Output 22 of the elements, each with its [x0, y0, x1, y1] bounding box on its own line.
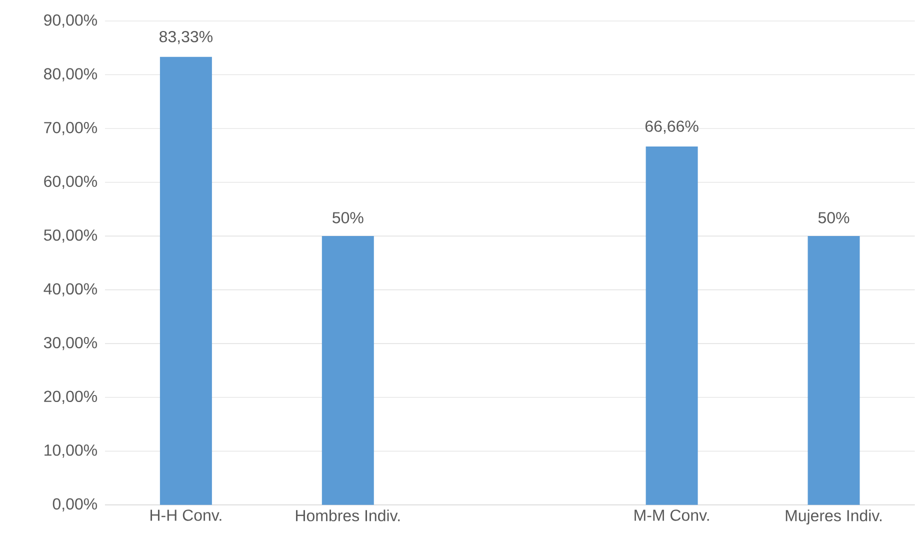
- y-tick-label: 90,00%: [44, 14, 98, 28]
- y-tick-label: 10,00%: [44, 444, 98, 458]
- data-label: 83,33%: [160, 31, 212, 44]
- y-tick-label: 70,00%: [44, 122, 98, 136]
- data-label: 50%: [818, 212, 850, 224]
- x-tick-label: Hombres Indiv.: [296, 510, 400, 522]
- bar: [160, 56, 212, 505]
- bar: [808, 236, 860, 505]
- y-tick-label: 40,00%: [44, 283, 98, 296]
- bar: [646, 146, 698, 505]
- y-tick-label: 50,00%: [44, 230, 98, 243]
- y-tick-label: 0,00%: [52, 498, 98, 512]
- y-tick-label: 80,00%: [44, 68, 98, 82]
- data-label: 50%: [332, 212, 364, 224]
- y-tick-label: 30,00%: [44, 337, 98, 350]
- y-tick-label: 20,00%: [44, 390, 98, 404]
- x-tick-label: M-M Conv.: [634, 510, 709, 521]
- x-tick-label: H-H Conv.: [150, 510, 222, 521]
- x-tick-label: Mujeres Indiv.: [786, 510, 882, 525]
- bar: [322, 236, 374, 505]
- y-tick-label: 60,00%: [44, 176, 98, 189]
- data-label: 66,66%: [646, 120, 698, 134]
